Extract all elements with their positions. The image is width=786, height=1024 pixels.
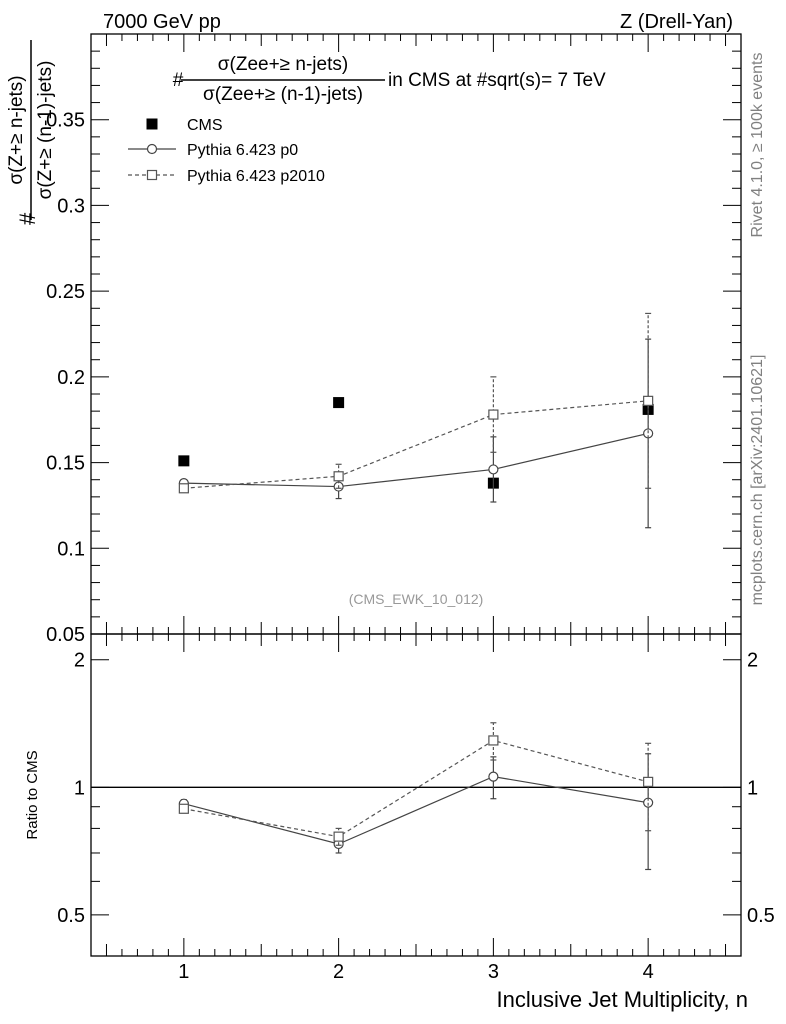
legend-pythia-6-423-p0-marker bbox=[146, 143, 158, 155]
main-y-tick-label: 0.35 bbox=[46, 110, 85, 132]
x-tick-label: 2 bbox=[333, 961, 344, 983]
mcplots-label: mcplots.cern.ch [arXiv:2401.10621] bbox=[749, 355, 766, 606]
ratio-panel-data bbox=[178, 722, 654, 871]
legend-cms-label: CMS bbox=[187, 117, 223, 134]
main-pythia-6-423-p0-line bbox=[183, 432, 649, 488]
ratio-y-tick-label: 2 bbox=[74, 650, 85, 672]
main-pythia-6-423-p2010-point bbox=[333, 471, 344, 482]
ratio-y-axis-label: Ratio to CMS bbox=[24, 750, 41, 839]
title-denominator: σ(Zee+≥ (n-1)-jets) bbox=[203, 84, 363, 105]
legend-pythia-6-423-p2010-marker bbox=[146, 169, 158, 181]
header-right: Z (Drell-Yan) bbox=[620, 11, 733, 33]
ratio-panel-ticks: 1 2 3 4 0.5 0.5 1 1 2 2 bbox=[57, 634, 775, 983]
ratio-y-tick-label: 1 bbox=[74, 777, 85, 799]
ratio-pythia-6-423-p2010-point bbox=[178, 803, 189, 814]
legend-cms-marker bbox=[146, 118, 158, 130]
ylabel-denominator: σ(Z+≥ (n-1)-jets) bbox=[35, 61, 56, 200]
x-tick-label: 1 bbox=[178, 961, 189, 983]
legend: CMS Pythia 6.423 p0 Pythia 6.423 p2010 bbox=[128, 117, 325, 185]
ratio-pythia-6-423-p2010-line bbox=[183, 739, 649, 838]
ylabel-numerator: σ(Z+≥ n-jets) bbox=[6, 75, 27, 184]
main-y-tick-label: 0.2 bbox=[57, 367, 85, 389]
ratio-y-tick-label-right: 2 bbox=[747, 650, 758, 672]
main-y-tick-label: 0.1 bbox=[57, 538, 85, 560]
title-numerator: σ(Zee+≥ n-jets) bbox=[218, 54, 348, 75]
y-axis-label: # σ(Z+≥ n-jets) σ(Z+≥ (n-1)-jets) bbox=[6, 40, 56, 225]
analysis-watermark: (CMS_EWK_10_012) bbox=[349, 591, 484, 607]
ratio-pythia-6-423-p2010-point bbox=[333, 831, 344, 842]
x-tick-label: 4 bbox=[643, 961, 654, 983]
ratio-y-tick-label-right: 1 bbox=[747, 777, 758, 799]
ratio-panel-frame bbox=[90, 633, 742, 957]
title-prefix: # bbox=[173, 70, 184, 91]
legend-pythia-6-423-p0-label: Pythia 6.423 p0 bbox=[187, 142, 298, 159]
ratio-pythia-6-423-p2010-point bbox=[643, 776, 654, 787]
rivet-label: Rivet 4.1.0, ≥ 100k events bbox=[749, 53, 766, 238]
main-pythia-6-423-p0-point bbox=[488, 464, 499, 475]
plot-title: # σ(Zee+≥ n-jets) σ(Zee+≥ (n-1)-jets) in… bbox=[173, 54, 606, 105]
main-y-tick-label: 0.05 bbox=[46, 624, 85, 646]
ratio-y-tick-label-right: 0.5 bbox=[747, 905, 775, 927]
title-suffix: in CMS at #sqrt(s)= 7 TeV bbox=[388, 70, 606, 91]
ratio-y-tick-label: 0.5 bbox=[57, 905, 85, 927]
main-y-tick-label: 0.3 bbox=[57, 195, 85, 217]
main-pythia-6-423-p2010-point bbox=[178, 483, 189, 494]
main-panel-data bbox=[178, 312, 654, 529]
header-left: 7000 GeV pp bbox=[103, 11, 221, 33]
main-cms-point bbox=[178, 455, 190, 467]
ratio-pythia-6-423-p2010-point bbox=[488, 735, 499, 746]
ratio-pythia-6-423-p0-line bbox=[183, 775, 649, 845]
ylabel-prefix: # bbox=[15, 212, 40, 225]
x-tick-label: 3 bbox=[488, 961, 499, 983]
main-pythia-6-423-p2010-point bbox=[643, 395, 654, 406]
legend-pythia-6-423-p2010-label: Pythia 6.423 p2010 bbox=[187, 168, 325, 185]
main-y-tick-label: 0.25 bbox=[46, 281, 85, 303]
x-axis-label: Inclusive Jet Multiplicity, n bbox=[497, 987, 748, 1012]
main-pythia-6-423-p2010-line bbox=[183, 400, 649, 489]
main-y-tick-label: 0.15 bbox=[46, 453, 85, 475]
ratio-pythia-6-423-p0-point bbox=[488, 771, 499, 782]
main-pythia-6-423-p2010-point bbox=[488, 409, 499, 420]
main-cms-point bbox=[333, 397, 345, 409]
